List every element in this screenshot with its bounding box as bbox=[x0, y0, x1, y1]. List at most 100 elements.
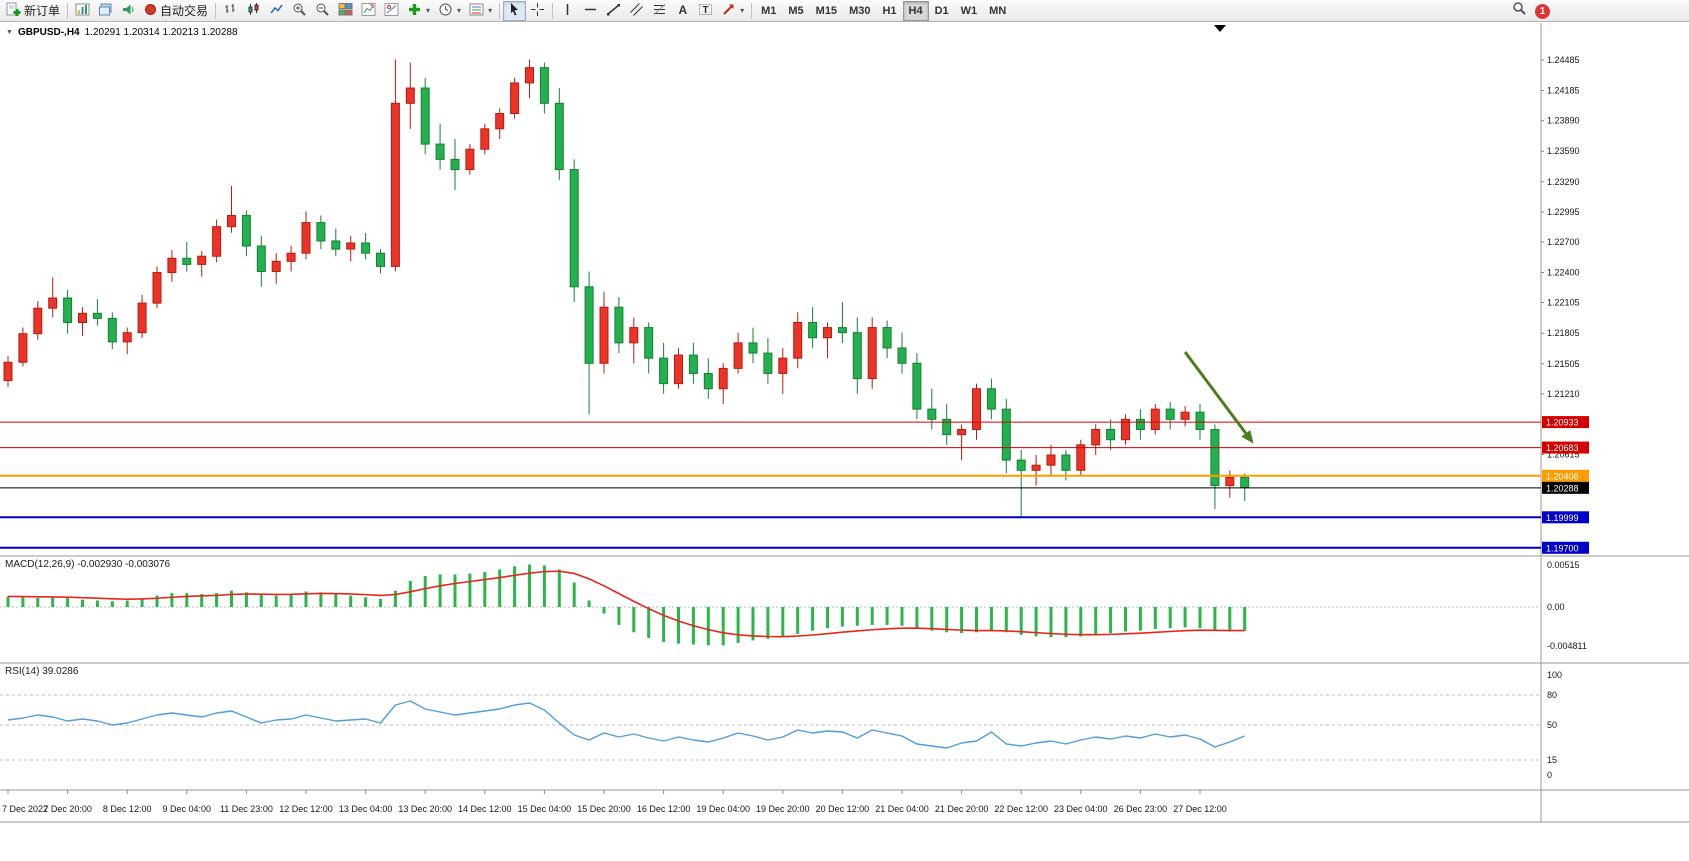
trendline-tool-button[interactable] bbox=[602, 1, 625, 21]
svg-text:A: A bbox=[679, 3, 688, 17]
new-order-label: 新订单 bbox=[24, 4, 61, 18]
svg-text:1.22995: 1.22995 bbox=[1547, 207, 1580, 217]
new-order-button[interactable]: 新订单 bbox=[2, 1, 64, 21]
zoom-in-button[interactable] bbox=[288, 1, 311, 21]
price-tag-1.19999: 1.19999 bbox=[1542, 511, 1589, 524]
arrows-tool-button[interactable]: ▾ bbox=[717, 1, 748, 21]
indicators-window-icon bbox=[361, 2, 376, 20]
trend-arrow[interactable] bbox=[1183, 351, 1254, 444]
arrow-object-icon bbox=[721, 2, 736, 20]
svg-text:1.22400: 1.22400 bbox=[1547, 268, 1580, 278]
autotrading-icon bbox=[144, 3, 157, 19]
svg-text:7 Dec 20:00: 7 Dec 20:00 bbox=[43, 804, 92, 814]
price-tag-1.20406: 1.20406 bbox=[1542, 469, 1589, 482]
svg-text:T: T bbox=[703, 5, 709, 16]
autotrading-button[interactable]: 自动交易 bbox=[140, 1, 212, 21]
rsi-axis-label: 15 bbox=[1547, 755, 1557, 765]
notification-badge[interactable]: 1 bbox=[1535, 3, 1550, 19]
separator bbox=[499, 2, 501, 19]
profiles-button[interactable] bbox=[94, 1, 117, 21]
tile-windows-button[interactable] bbox=[334, 1, 357, 21]
svg-text:1.24185: 1.24185 bbox=[1547, 86, 1580, 96]
svg-text:23 Dec 04:00: 23 Dec 04:00 bbox=[1054, 804, 1108, 814]
macd-values: -0.002930 -0.003076 bbox=[77, 559, 171, 570]
svg-text:1.21210: 1.21210 bbox=[1547, 389, 1580, 399]
svg-text:1.20615: 1.20615 bbox=[1547, 449, 1580, 459]
chevron-down-icon: ▾ bbox=[426, 6, 431, 15]
line-chart-mode-button[interactable] bbox=[265, 1, 288, 21]
bar-chart-icon bbox=[223, 2, 238, 20]
vertical-line-tool-button[interactable] bbox=[556, 1, 579, 21]
chevron-down-icon: ▾ bbox=[740, 6, 745, 15]
profiles-icon bbox=[98, 2, 113, 20]
timeframe-m1-button[interactable]: M1 bbox=[755, 1, 782, 21]
fibonacci-tool-button[interactable] bbox=[648, 1, 671, 21]
svg-text:1.19700: 1.19700 bbox=[1546, 543, 1579, 553]
autotrading-label: 自动交易 bbox=[160, 4, 209, 18]
rsi-axis-label: 80 bbox=[1547, 690, 1557, 700]
chevron-down-icon: ▾ bbox=[457, 6, 462, 15]
add-indicator-icon bbox=[407, 2, 422, 20]
chevron-down-icon: ▾ bbox=[488, 6, 493, 15]
alerts-button[interactable] bbox=[117, 1, 140, 21]
add-indicator-button[interactable]: ▾ bbox=[403, 1, 434, 21]
timeframe-h1-button[interactable]: H1 bbox=[876, 1, 902, 21]
timeframe-h4-button[interactable]: H4 bbox=[902, 0, 929, 21]
cursor-tool-button[interactable] bbox=[503, 0, 527, 21]
channel-tool-button[interactable] bbox=[625, 1, 648, 21]
text-icon: A bbox=[675, 2, 690, 20]
new-chart-icon bbox=[75, 2, 90, 20]
macd-axis-label: 0.00 bbox=[1547, 602, 1565, 612]
svg-text:1.20683: 1.20683 bbox=[1546, 443, 1579, 453]
chart-shift-marker[interactable] bbox=[1214, 25, 1226, 32]
svg-text:1.24485: 1.24485 bbox=[1547, 55, 1580, 65]
cursor-icon bbox=[507, 2, 522, 20]
candlestick-mode-button[interactable] bbox=[242, 1, 265, 21]
svg-text:19 Dec 20:00: 19 Dec 20:00 bbox=[756, 804, 810, 814]
symbol-timeframe-label: GBPUSD-,H4 bbox=[17, 27, 80, 38]
text-tool-button[interactable]: A bbox=[671, 1, 694, 21]
text-label-tool-button[interactable]: T bbox=[694, 1, 717, 21]
indicators-window-button[interactable] bbox=[357, 1, 380, 21]
timeframe-d1-button[interactable]: D1 bbox=[929, 1, 955, 21]
price-tag-1.20288: 1.20288 bbox=[1542, 481, 1589, 494]
timeframe-m30-button[interactable]: M30 bbox=[843, 1, 876, 21]
rsi-axis-label: 50 bbox=[1547, 720, 1557, 730]
macd-indicator-label: MACD(12,26,9) -0.002930 -0.003076 bbox=[5, 559, 170, 570]
rsi-line bbox=[7, 700, 1245, 749]
rsi-axis-label: 0 bbox=[1547, 770, 1552, 780]
macd-name: MACD(12,26,9) bbox=[5, 559, 75, 570]
timeframe-m15-button[interactable]: M15 bbox=[810, 1, 843, 21]
svg-text:1.22700: 1.22700 bbox=[1547, 237, 1580, 247]
svg-text:1.23890: 1.23890 bbox=[1547, 116, 1580, 126]
objects-list-icon bbox=[384, 2, 399, 20]
svg-text:16 Dec 12:00: 16 Dec 12:00 bbox=[637, 804, 691, 814]
periods-button[interactable]: ▾ bbox=[434, 1, 465, 21]
svg-text:11 Dec 23:00: 11 Dec 23:00 bbox=[220, 804, 273, 814]
timeframe-w1-button[interactable]: W1 bbox=[955, 1, 984, 21]
horizontal-line-tool-button[interactable] bbox=[579, 1, 602, 21]
crosshair-tool-button[interactable] bbox=[526, 1, 549, 21]
svg-text:21 Dec 20:00: 21 Dec 20:00 bbox=[935, 804, 989, 814]
svg-text:14 Dec 12:00: 14 Dec 12:00 bbox=[458, 804, 512, 814]
svg-text:8 Dec 12:00: 8 Dec 12:00 bbox=[103, 804, 152, 814]
svg-text:1.20406: 1.20406 bbox=[1546, 471, 1579, 481]
bar-chart-mode-button[interactable] bbox=[219, 1, 242, 21]
one-click-trading-toggle-icon[interactable]: ▼ bbox=[6, 29, 13, 36]
price-axis[interactable]: 1.24485 1.24185 1.23890 1.23590 1.23290 1.229… bbox=[1541, 55, 1580, 459]
toolbar: 新订单 自动交易 ▾ ▾ ▾ A T ▾ M1 M5 M15 M30 H1 H4… bbox=[0, 0, 1689, 22]
svg-text:1.21805: 1.21805 bbox=[1547, 328, 1580, 338]
new-chart-button[interactable] bbox=[71, 1, 94, 21]
timeframe-m5-button[interactable]: M5 bbox=[782, 1, 809, 21]
objects-list-button[interactable] bbox=[380, 1, 403, 21]
templates-button[interactable]: ▾ bbox=[465, 1, 496, 21]
zoom-out-button[interactable] bbox=[311, 1, 334, 21]
svg-text:15 Dec 20:00: 15 Dec 20:00 bbox=[577, 804, 631, 814]
clock-icon bbox=[438, 2, 453, 20]
search-icon[interactable] bbox=[1512, 1, 1527, 21]
timeframe-mn-button[interactable]: MN bbox=[983, 1, 1012, 21]
price-tag-1.20683: 1.20683 bbox=[1542, 441, 1589, 454]
